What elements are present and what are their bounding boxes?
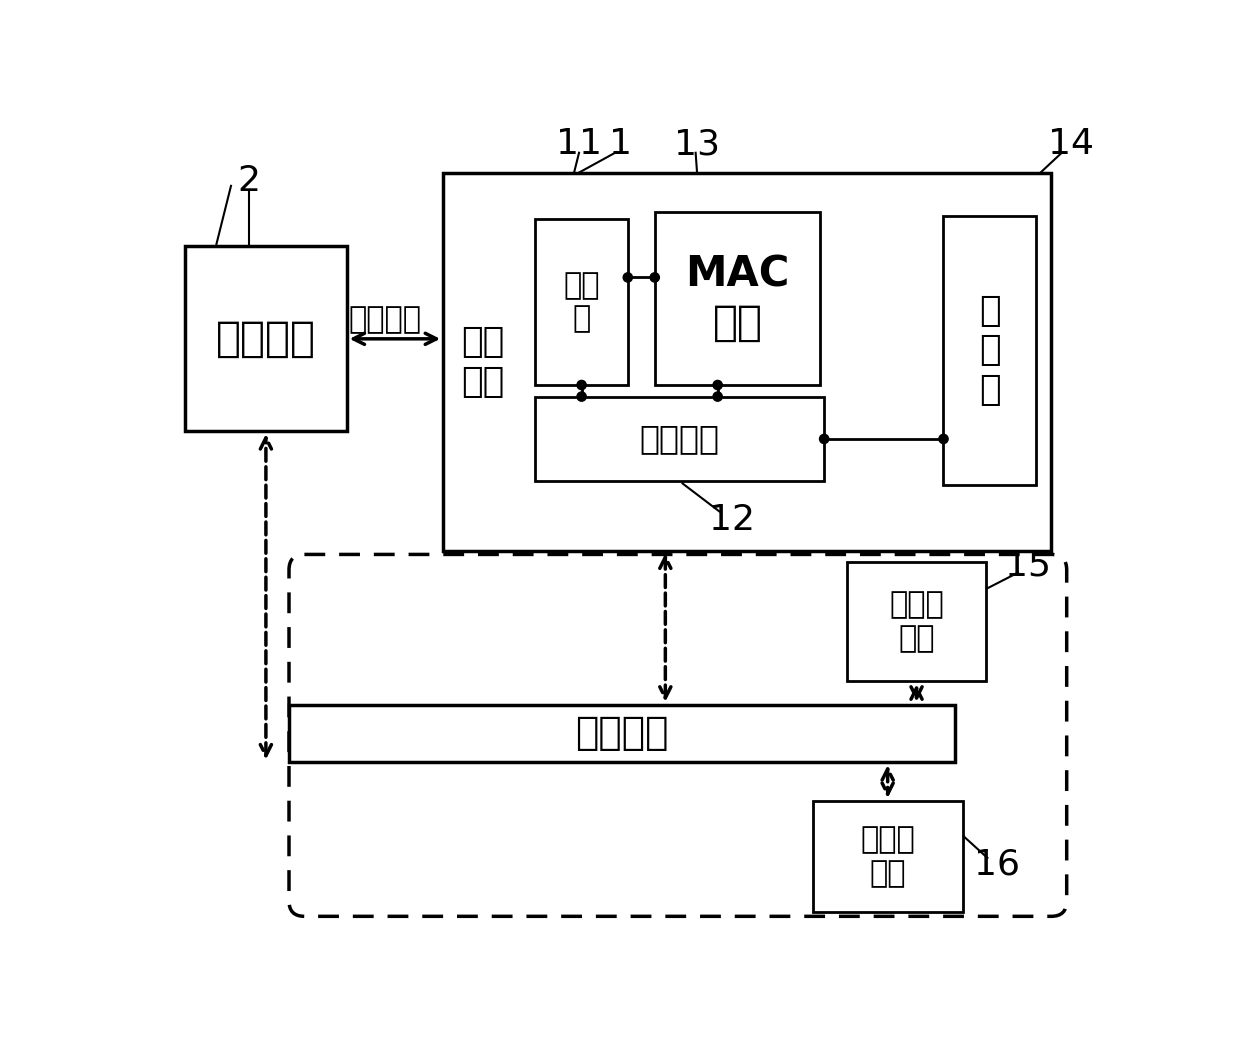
Text: 指令通道: 指令通道 bbox=[348, 305, 422, 334]
Text: 14: 14 bbox=[1048, 127, 1094, 161]
Text: 存
储
器: 存 储 器 bbox=[978, 294, 1001, 407]
Text: 12: 12 bbox=[709, 503, 755, 537]
Text: 片上总线: 片上总线 bbox=[575, 715, 668, 753]
Bar bbox=[536, 219, 627, 385]
Bar bbox=[289, 704, 955, 762]
Circle shape bbox=[820, 434, 828, 444]
Text: 控制
器: 控制 器 bbox=[563, 271, 600, 334]
Bar bbox=[847, 562, 986, 682]
Text: 主处理器: 主处理器 bbox=[216, 318, 316, 360]
Text: MAC
阵列: MAC 阵列 bbox=[686, 253, 790, 344]
Text: 协处
理器: 协处 理器 bbox=[461, 325, 505, 398]
Circle shape bbox=[650, 273, 660, 282]
Circle shape bbox=[939, 434, 949, 444]
Circle shape bbox=[577, 392, 587, 401]
Circle shape bbox=[624, 273, 632, 282]
Bar bbox=[655, 212, 821, 385]
Bar bbox=[185, 247, 347, 431]
Bar bbox=[536, 396, 825, 481]
Bar bbox=[443, 174, 1052, 551]
Bar bbox=[944, 216, 1035, 485]
Circle shape bbox=[577, 380, 587, 390]
Text: 16: 16 bbox=[975, 848, 1021, 882]
Text: 11: 11 bbox=[557, 127, 603, 161]
Bar bbox=[812, 801, 962, 913]
Circle shape bbox=[713, 380, 722, 390]
Text: 13: 13 bbox=[675, 127, 720, 161]
Text: 寄存器组: 寄存器组 bbox=[640, 423, 719, 455]
Text: 2: 2 bbox=[237, 164, 260, 198]
Text: 片外存
储器: 片外存 储器 bbox=[861, 825, 915, 887]
Text: 15: 15 bbox=[1006, 549, 1052, 584]
Text: 片上存
储器: 片上存 储器 bbox=[889, 591, 944, 653]
Circle shape bbox=[713, 392, 722, 401]
Text: 1: 1 bbox=[609, 127, 631, 161]
